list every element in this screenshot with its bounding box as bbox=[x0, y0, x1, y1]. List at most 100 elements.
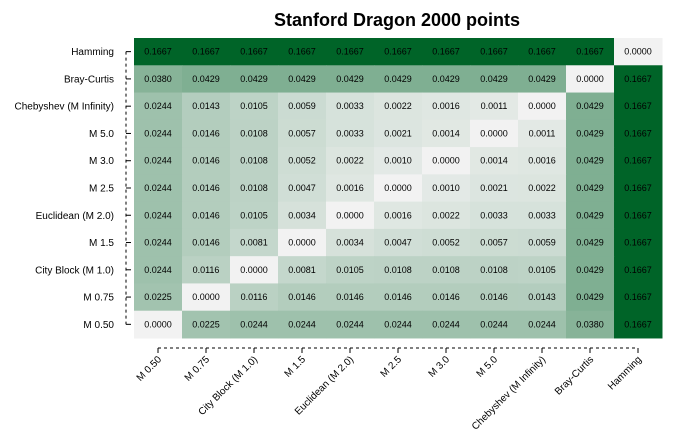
cell-value-label: 0.0244 bbox=[480, 319, 508, 329]
cell-value-label: 0.0429 bbox=[576, 210, 604, 220]
heatmap-cell bbox=[518, 310, 567, 339]
cell-value-label: 0.1667 bbox=[384, 47, 412, 57]
heatmap-cell bbox=[278, 201, 327, 230]
cell-value-label: 0.0429 bbox=[528, 74, 556, 84]
cell-value-label: 0.0034 bbox=[336, 238, 364, 248]
heatmap-cell bbox=[134, 174, 183, 203]
cell-value-label: 0.0033 bbox=[528, 210, 556, 220]
heatmap-cell bbox=[422, 174, 471, 203]
cell-value-label: 0.0429 bbox=[576, 183, 604, 193]
x-tick-label: M 1.5 bbox=[283, 354, 309, 380]
cell-value-label: 0.0022 bbox=[336, 156, 364, 166]
heatmap-cell bbox=[518, 256, 567, 284]
heatmap-cell bbox=[470, 65, 519, 94]
heatmap-cell bbox=[278, 228, 327, 257]
heatmap-cell bbox=[134, 65, 183, 94]
cell-value-label: 0.0011 bbox=[529, 128, 556, 138]
cell-value-label: 0.0244 bbox=[144, 210, 172, 220]
x-tick-label: Bray-Curtis bbox=[553, 354, 596, 397]
y-tick-label: M 0.50 bbox=[83, 320, 114, 331]
heatmap-cell bbox=[614, 65, 663, 94]
cell-value-label: 0.0033 bbox=[480, 210, 508, 220]
cell-value-label: 0.0429 bbox=[576, 265, 604, 275]
heatmap-cell bbox=[422, 119, 471, 148]
x-tick-label: M 5.0 bbox=[475, 354, 501, 380]
heatmap-cell bbox=[374, 174, 423, 203]
cell-value-label: 0.0429 bbox=[576, 238, 604, 248]
heatmap-cell bbox=[326, 310, 375, 339]
heatmap-cell bbox=[566, 256, 615, 284]
heatmap-cell bbox=[518, 283, 567, 312]
heatmap-cell bbox=[614, 201, 663, 230]
cell-value-label: 0.0016 bbox=[432, 101, 460, 111]
cell-value-label: 0.0244 bbox=[144, 183, 172, 193]
heatmap-cell bbox=[614, 147, 663, 175]
heatmap-cell bbox=[566, 147, 615, 175]
cell-value-label: 0.1667 bbox=[576, 47, 604, 57]
y-tick-label: City Block (M 1.0) bbox=[35, 265, 114, 276]
cell-value-label: 0.0116 bbox=[193, 265, 220, 275]
cell-value-label: 0.0000 bbox=[240, 265, 268, 275]
cell-value-label: 0.0000 bbox=[288, 238, 316, 248]
cell-value-label: 0.0057 bbox=[480, 238, 508, 248]
cell-value-label: 0.0081 bbox=[288, 265, 316, 275]
cell-value-label: 0.0143 bbox=[192, 101, 220, 111]
heatmap-cell bbox=[326, 256, 375, 284]
cell-value-label: 0.0057 bbox=[288, 128, 316, 138]
heatmap-cell bbox=[614, 38, 663, 66]
heatmap-cell bbox=[326, 65, 375, 94]
cell-value-label: 0.0033 bbox=[336, 128, 364, 138]
heatmap-cell bbox=[422, 310, 471, 339]
heatmap-cells: 0.1667 0.1667 0.1667 0.1667 0.1667 0.1667 0.16… bbox=[134, 38, 663, 339]
cell-value-label: 0.1667 bbox=[240, 47, 268, 57]
cell-value-label: 0.0146 bbox=[432, 292, 460, 302]
heatmap-cell bbox=[230, 147, 279, 175]
heatmap-cell bbox=[566, 119, 615, 148]
cell-value-label: 0.1667 bbox=[336, 47, 364, 57]
heatmap-cell bbox=[518, 201, 567, 230]
cell-value-label: 0.0146 bbox=[192, 210, 220, 220]
cell-value-label: 0.0146 bbox=[192, 128, 220, 138]
cell-value-label: 0.0146 bbox=[336, 292, 364, 302]
cell-value-label: 0.1667 bbox=[624, 101, 652, 111]
cell-value-label: 0.0108 bbox=[384, 265, 412, 275]
heatmap-cell bbox=[278, 147, 327, 175]
heatmap-cell bbox=[422, 65, 471, 94]
cell-value-label: 0.0146 bbox=[288, 292, 316, 302]
heatmap-cell bbox=[230, 256, 279, 284]
heatmap-cell bbox=[422, 256, 471, 284]
heatmap-cell bbox=[326, 283, 375, 312]
heatmap-cell bbox=[614, 283, 663, 312]
heatmap-cell bbox=[278, 310, 327, 339]
cell-value-label: 0.1667 bbox=[624, 128, 652, 138]
cell-value-label: 0.0081 bbox=[240, 238, 268, 248]
heatmap-cell bbox=[566, 228, 615, 257]
cell-value-label: 0.1667 bbox=[624, 238, 652, 248]
cell-value-label: 0.0429 bbox=[480, 74, 508, 84]
cell-value-label: 0.0244 bbox=[144, 156, 172, 166]
heatmap-cell bbox=[374, 228, 423, 257]
cell-value-label: 0.0052 bbox=[288, 156, 316, 166]
cell-value-label: 0.0022 bbox=[528, 183, 556, 193]
heatmap-cell bbox=[230, 38, 279, 66]
heatmap-cell bbox=[182, 147, 231, 175]
cell-value-label: 0.1667 bbox=[624, 156, 652, 166]
heatmap-cell bbox=[614, 119, 663, 148]
heatmap-cell bbox=[182, 38, 231, 66]
heatmap-cell bbox=[230, 174, 279, 203]
cell-value-label: 0.0108 bbox=[432, 265, 460, 275]
heatmap-cell bbox=[134, 147, 183, 175]
cell-value-label: 0.0143 bbox=[528, 292, 556, 302]
cell-value-label: 0.0033 bbox=[336, 101, 364, 111]
cell-value-label: 0.0429 bbox=[384, 74, 412, 84]
heatmap-cell bbox=[278, 65, 327, 94]
cell-value-label: 0.1667 bbox=[144, 47, 172, 57]
cell-value-label: 0.0000 bbox=[624, 47, 652, 57]
cell-value-label: 0.0429 bbox=[192, 74, 220, 84]
cell-value-label: 0.1667 bbox=[528, 47, 556, 57]
heatmap-cell bbox=[470, 174, 519, 203]
cell-value-label: 0.0000 bbox=[576, 74, 604, 84]
heatmap-cell bbox=[422, 283, 471, 312]
heatmap-cell bbox=[326, 174, 375, 203]
heatmap-cell bbox=[422, 147, 471, 175]
